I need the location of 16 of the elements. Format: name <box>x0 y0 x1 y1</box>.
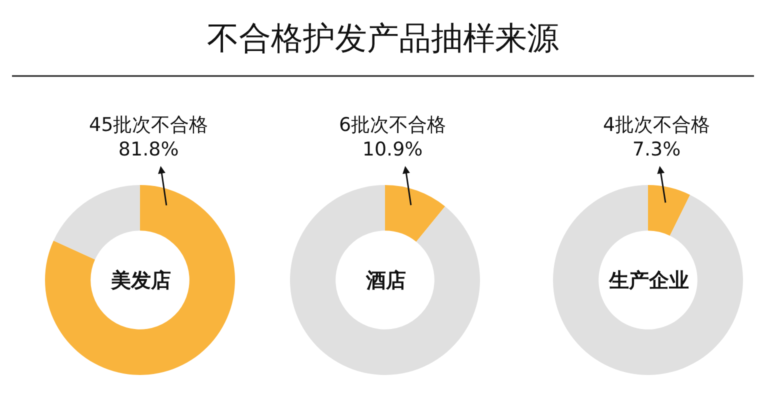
text: 不合格护发产品抽样来源 <box>207 19 559 57</box>
text: 酒店 <box>365 268 406 292</box>
donut-slice <box>290 185 480 375</box>
donut-slice <box>45 185 235 375</box>
text: 美发店 <box>110 268 171 292</box>
donut-slice <box>385 185 446 242</box>
donut-slice <box>553 185 743 375</box>
text: 81.8% <box>118 138 179 161</box>
text: 6批次不合格 <box>339 114 446 136</box>
text: 45批次不合格 <box>89 114 208 136</box>
text: 10.9% <box>362 138 423 161</box>
donut-slice <box>648 185 690 236</box>
donut-slice <box>54 185 140 260</box>
text: 7.3% <box>632 138 681 161</box>
text: 4批次不合格 <box>603 114 710 136</box>
text: 生产企业 <box>608 268 689 292</box>
